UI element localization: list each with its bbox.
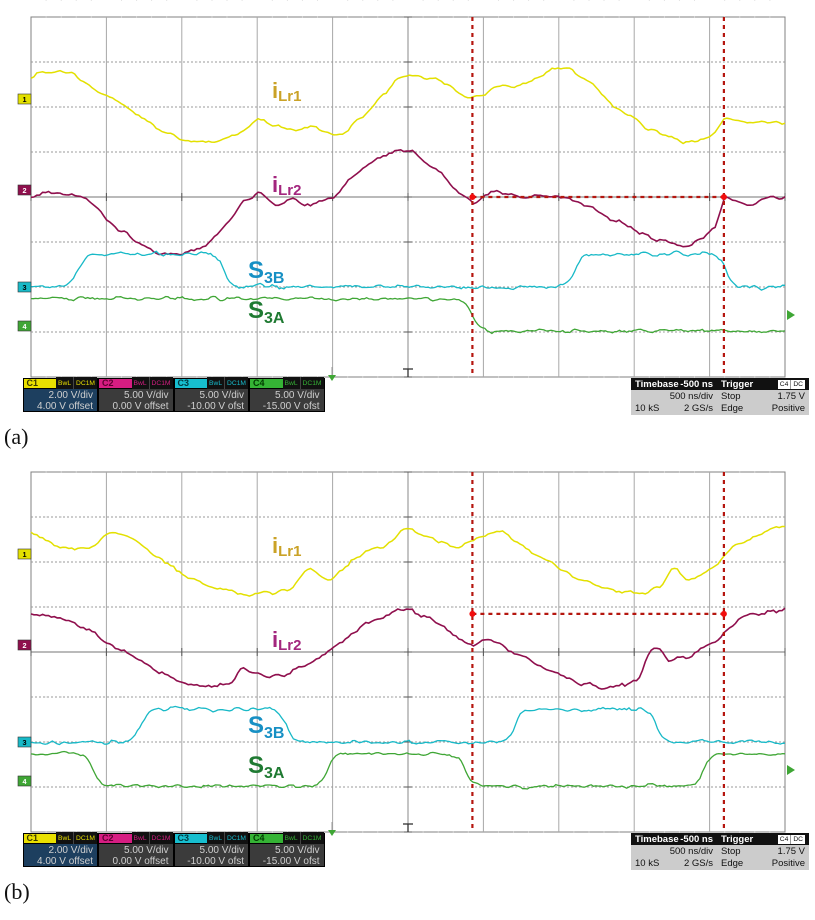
svg-text:1: 1: [22, 95, 26, 104]
svg-text:2: 2: [22, 186, 26, 195]
svg-text:1: 1: [22, 550, 26, 559]
svg-text:3: 3: [22, 738, 26, 747]
svg-text:3: 3: [22, 283, 26, 292]
svg-text:2: 2: [22, 641, 26, 650]
